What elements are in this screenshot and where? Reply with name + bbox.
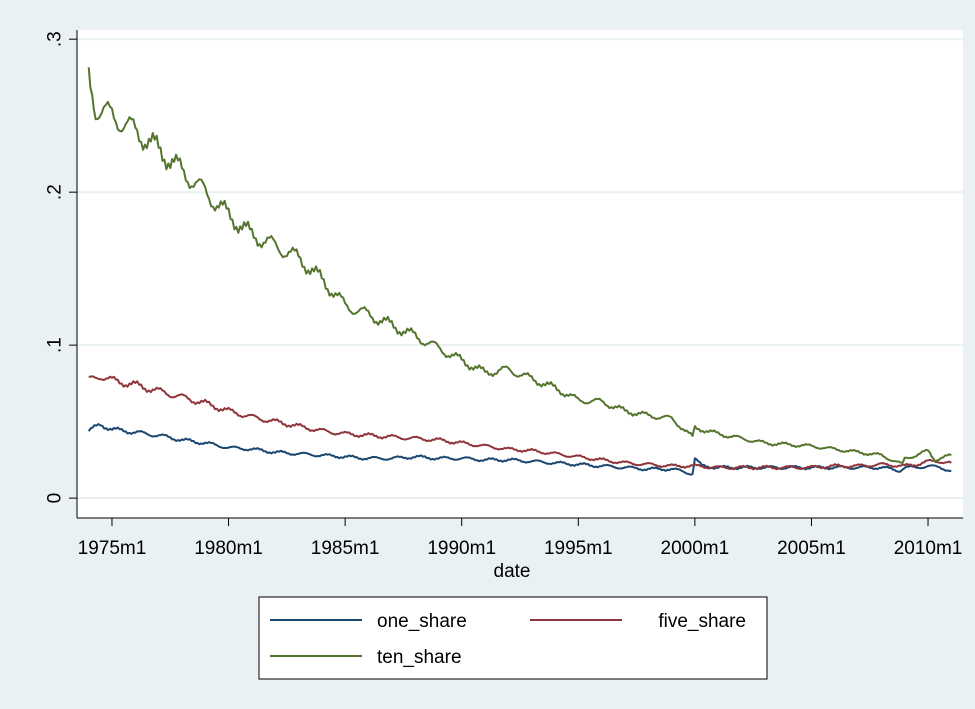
legend-label: five_share	[658, 611, 746, 632]
x-tick-label: 2010m1	[894, 538, 963, 559]
series-lines	[87, 67, 952, 476]
grid-lines	[77, 38, 963, 500]
x-tick-label: 1995m1	[544, 538, 613, 559]
x-tick-label: 1985m1	[311, 538, 380, 559]
axes	[76, 30, 963, 519]
series-line-five-share	[88, 375, 952, 471]
y-tick-label: .3	[45, 31, 66, 47]
y-tick-label: 0	[45, 493, 66, 504]
x-axis-title: date	[494, 561, 531, 582]
x-tick-label: 1980m1	[194, 538, 263, 559]
series-line-one-share	[87, 423, 952, 476]
x-tick-label: 2000m1	[661, 538, 730, 559]
y-tick-label: .2	[45, 184, 66, 200]
legend-label: one_share	[377, 611, 467, 632]
tick-labels: 0 .1 .2 .3 1975m1 1980m1 1985m1 1990m1 1995m1 200…	[45, 31, 963, 559]
legend: one_share five_share ten_share	[258, 596, 768, 680]
y-tick-label: .1	[45, 337, 66, 353]
legend-label: ten_share	[377, 647, 462, 668]
series-line-ten-share	[87, 67, 952, 464]
x-tick-label: 1975m1	[78, 538, 147, 559]
plot-area	[77, 30, 963, 518]
x-tick-label: 2005m1	[777, 538, 846, 559]
x-tick-label: 1990m1	[427, 538, 496, 559]
legend-box	[258, 596, 768, 680]
legend-entries: one_share five_share ten_share	[270, 611, 746, 668]
